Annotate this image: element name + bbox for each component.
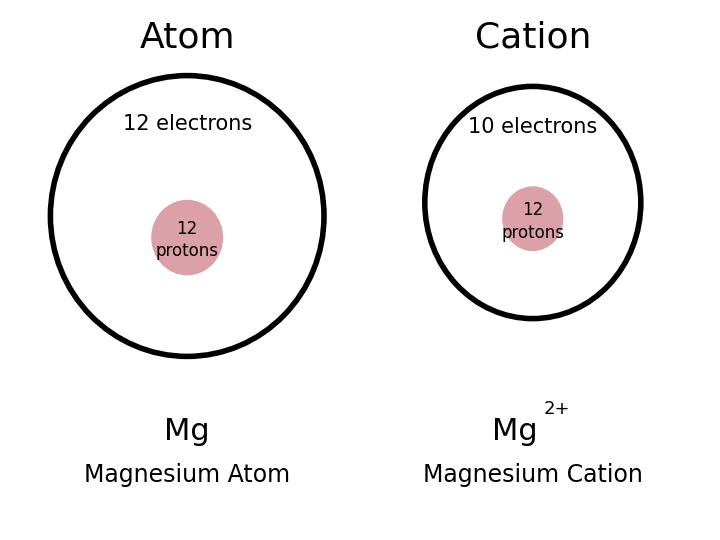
Text: Atom: Atom	[140, 21, 235, 55]
Text: Magnesium Atom: Magnesium Atom	[84, 463, 290, 487]
Text: Mg: Mg	[492, 417, 538, 447]
Text: 2+: 2+	[544, 401, 570, 418]
Text: Magnesium Cation: Magnesium Cation	[423, 463, 643, 487]
Text: 12 electrons: 12 electrons	[122, 114, 252, 134]
Text: 12
protons: 12 protons	[501, 201, 564, 241]
Ellipse shape	[151, 200, 223, 275]
Ellipse shape	[502, 186, 563, 251]
Text: Mg: Mg	[164, 417, 210, 447]
Text: Cation: Cation	[474, 21, 591, 55]
Text: 12
protons: 12 protons	[156, 220, 219, 260]
Text: 10 electrons: 10 electrons	[468, 117, 598, 137]
